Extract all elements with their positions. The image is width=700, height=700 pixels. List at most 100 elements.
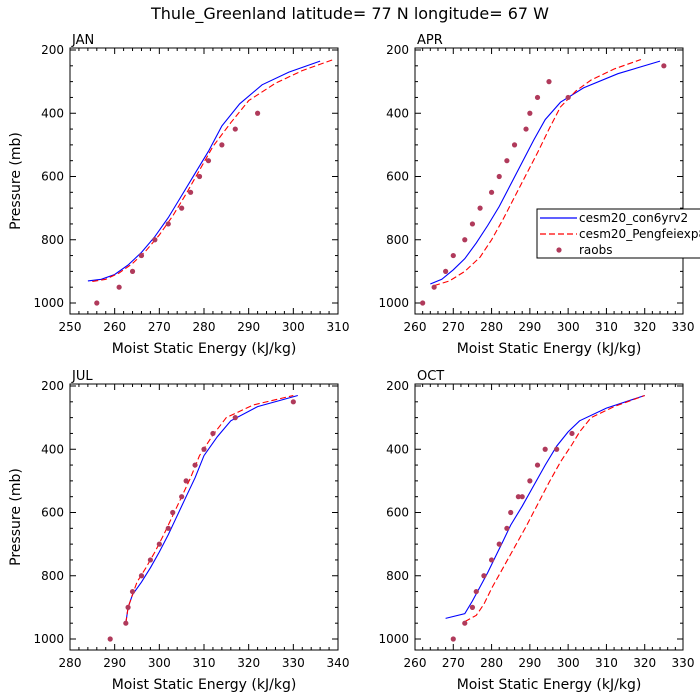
series-line-cesm20_con6yrv2	[125, 394, 298, 624]
y-tick-label: 200	[386, 43, 409, 57]
legend-box	[536, 208, 700, 259]
legend-label: cesm20_Pengfeiexp8	[579, 227, 700, 241]
y-tick-label: 600	[386, 506, 409, 520]
raobs-point	[420, 300, 426, 306]
y-tick-label: 1000	[33, 632, 64, 646]
series-line-cesm20_Pengfeiexp8	[464, 394, 645, 623]
raobs-point	[469, 221, 476, 227]
raobs-point	[473, 588, 479, 595]
raobs-point	[504, 158, 510, 164]
raobs-point	[477, 205, 483, 211]
y-tick-label: 1000	[33, 296, 64, 310]
x-tick-label: 300	[282, 320, 305, 334]
raobs-point	[183, 478, 189, 484]
x-axis-label: Moist Static Energy (kJ/kg)	[112, 677, 297, 693]
x-tick-label: 310	[327, 320, 350, 334]
raobs-point	[138, 252, 145, 259]
raobs-point	[546, 79, 552, 85]
raobs-point	[450, 252, 456, 259]
x-tick-label: 290	[237, 320, 260, 334]
y-tick-label: 400	[41, 442, 64, 456]
raobs-point	[107, 636, 113, 642]
raobs-point	[210, 430, 216, 437]
raobs-point	[661, 63, 667, 69]
x-tick-label: 310	[595, 656, 618, 670]
panel-label: OCT	[417, 369, 444, 384]
raobs-point	[129, 268, 136, 274]
y-tick-label: 400	[386, 442, 409, 456]
panel-jul: JUL 280 290 300 310 320 330 340 200 400 600 800 1000…	[8, 369, 349, 693]
y-tick-label: 200	[41, 379, 64, 393]
raobs-point	[504, 525, 510, 531]
x-tick-label: 290	[518, 320, 541, 334]
panel-label: JAN	[71, 33, 94, 48]
x-tick-label: 340	[327, 656, 350, 670]
y-tick-label: 800	[386, 569, 409, 583]
y-tick-label: 600	[386, 170, 409, 184]
raobs-point	[488, 189, 495, 195]
raobs-point	[527, 478, 533, 484]
x-tick-label: 320	[633, 320, 656, 334]
series-line-cesm20_con6yrv2	[87, 60, 321, 282]
x-tick-label: 300	[557, 656, 580, 670]
x-tick-label: 320	[633, 656, 656, 670]
figure-title: Thule_Greenland latitude= 77 N longitude…	[150, 4, 549, 24]
raobs-point	[192, 462, 198, 468]
y-tick-label: 200	[386, 379, 409, 393]
raobs-point	[165, 525, 171, 531]
y-tick-label: 1000	[378, 632, 409, 646]
raobs-point	[165, 221, 171, 227]
x-tick-label: 300	[557, 320, 580, 334]
plot-frame	[69, 383, 339, 651]
panel-apr: APR 260 270 280 290 300 310 320 330 200 400 600 800 1…	[378, 33, 694, 357]
raobs-point	[179, 205, 185, 211]
x-tick-label: 270	[442, 320, 465, 334]
raobs-point	[255, 110, 261, 116]
y-tick-label: 200	[41, 43, 64, 57]
y-tick-label: 400	[386, 106, 409, 120]
raobs-point	[569, 430, 575, 437]
raobs-point	[481, 573, 487, 579]
y-tick-label: 600	[41, 506, 64, 520]
x-tick-label: 300	[148, 656, 171, 670]
raobs-point	[232, 415, 238, 421]
series-line-cesm20_con6yrv2	[430, 60, 661, 285]
raobs-point	[125, 604, 131, 610]
series-line-cesm20_Pengfeiexp8	[125, 394, 294, 624]
raobs-point	[219, 142, 225, 148]
legend-marker-dot	[556, 247, 562, 253]
y-tick-label: 600	[41, 170, 64, 184]
raobs-point	[488, 557, 495, 563]
plot-frame	[69, 47, 339, 315]
raobs-point	[496, 173, 502, 180]
panel-label: APR	[417, 33, 443, 48]
x-tick-label: 310	[595, 320, 618, 334]
raobs-point	[170, 509, 176, 516]
raobs-point	[152, 237, 158, 243]
raobs-point	[554, 446, 560, 452]
raobs-point	[188, 189, 194, 195]
raobs-point	[123, 620, 129, 626]
raobs-point	[431, 284, 437, 290]
y-tick-label: 1000	[378, 296, 409, 310]
raobs-point	[523, 126, 529, 132]
plot-frame	[414, 47, 684, 315]
raobs-point	[443, 268, 449, 274]
x-tick-label: 290	[518, 656, 541, 670]
x-tick-label: 320	[237, 656, 260, 670]
x-tick-label: 280	[59, 656, 82, 670]
raobs-point	[534, 462, 541, 468]
raobs-point	[519, 494, 525, 500]
x-tick-label: 260	[404, 656, 427, 670]
raobs-point	[116, 284, 122, 290]
raobs-point	[527, 110, 533, 116]
y-tick-label: 800	[41, 233, 64, 247]
y-tick-label: 400	[41, 106, 64, 120]
raobs-point	[565, 94, 571, 101]
raobs-point	[129, 588, 136, 595]
x-tick-label: 290	[103, 656, 126, 670]
raobs-point	[508, 509, 514, 516]
raobs-point	[138, 573, 145, 579]
